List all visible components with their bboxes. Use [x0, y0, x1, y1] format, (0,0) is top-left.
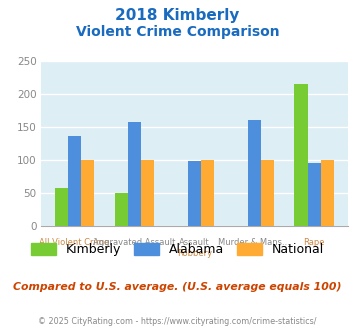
Text: Murder & Mans...: Murder & Mans... — [218, 238, 290, 247]
Bar — [81, 160, 94, 226]
Bar — [55, 188, 68, 226]
Text: Assault: Assault — [179, 238, 210, 247]
Bar — [307, 163, 321, 226]
Text: Rape: Rape — [304, 238, 325, 247]
Text: All Violent Crime: All Violent Crime — [39, 238, 110, 247]
Text: Violent Crime Comparison: Violent Crime Comparison — [76, 25, 279, 39]
Bar — [248, 120, 261, 226]
Bar — [68, 136, 81, 226]
Text: Aggravated Assault: Aggravated Assault — [93, 238, 176, 247]
Bar — [294, 84, 307, 226]
Bar — [128, 122, 141, 226]
Bar — [201, 160, 214, 226]
Legend: Kimberly, Alabama, National: Kimberly, Alabama, National — [31, 243, 324, 256]
Text: Robbery: Robbery — [177, 249, 212, 258]
Bar — [115, 193, 128, 226]
Bar — [261, 160, 274, 226]
Bar — [321, 160, 334, 226]
Bar — [141, 160, 154, 226]
Text: © 2025 CityRating.com - https://www.cityrating.com/crime-statistics/: © 2025 CityRating.com - https://www.city… — [38, 317, 317, 326]
Text: Compared to U.S. average. (U.S. average equals 100): Compared to U.S. average. (U.S. average … — [13, 282, 342, 292]
Bar — [188, 161, 201, 226]
Text: 2018 Kimberly: 2018 Kimberly — [115, 8, 240, 23]
